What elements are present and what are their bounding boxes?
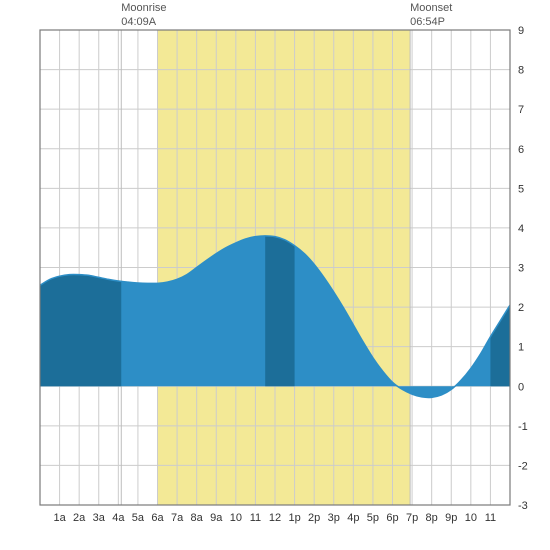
svg-text:5: 5 [518,183,524,195]
svg-text:8a: 8a [191,512,204,524]
svg-text:4p: 4p [347,512,359,524]
tide-chart: -3-2-101234567891a2a3a4a5a6a7a8a9a101112… [0,0,550,550]
svg-text:4a: 4a [112,512,125,524]
svg-text:3p: 3p [328,512,340,524]
svg-text:5a: 5a [132,512,145,524]
moonset-time: 06:54P [410,16,452,30]
moonrise-annotation: Moonrise 04:09A [121,2,166,30]
svg-text:1a: 1a [53,512,66,524]
svg-text:12: 12 [269,512,281,524]
moonset-label: Moonset [410,2,452,14]
svg-text:9: 9 [518,25,524,37]
svg-text:4: 4 [518,223,524,235]
svg-text:11: 11 [485,512,496,524]
svg-text:9p: 9p [445,512,457,524]
svg-text:0: 0 [518,381,524,393]
svg-text:6: 6 [518,144,524,156]
svg-text:3: 3 [518,263,524,275]
svg-text:-3: -3 [518,500,528,512]
svg-text:7: 7 [518,104,524,116]
svg-text:11: 11 [250,512,261,524]
moonrise-time: 04:09A [121,16,166,30]
svg-text:10: 10 [465,512,477,524]
svg-text:10: 10 [230,512,242,524]
svg-text:7p: 7p [406,512,418,524]
svg-text:1: 1 [518,342,524,354]
svg-text:2: 2 [518,302,524,314]
tide-chart-svg: -3-2-101234567891a2a3a4a5a6a7a8a9a101112… [0,0,550,550]
svg-text:8p: 8p [426,512,438,524]
svg-text:6p: 6p [386,512,398,524]
svg-text:3a: 3a [93,512,106,524]
svg-text:5p: 5p [367,512,379,524]
svg-text:7a: 7a [171,512,184,524]
svg-text:2a: 2a [73,512,86,524]
moonrise-label: Moonrise [121,2,166,14]
moonset-annotation: Moonset 06:54P [410,2,452,30]
svg-text:-2: -2 [518,460,528,472]
svg-text:6a: 6a [151,512,164,524]
svg-text:2p: 2p [308,512,320,524]
svg-text:8: 8 [518,65,524,77]
svg-text:1p: 1p [288,512,300,524]
svg-text:9a: 9a [210,512,223,524]
svg-text:-1: -1 [518,421,528,433]
